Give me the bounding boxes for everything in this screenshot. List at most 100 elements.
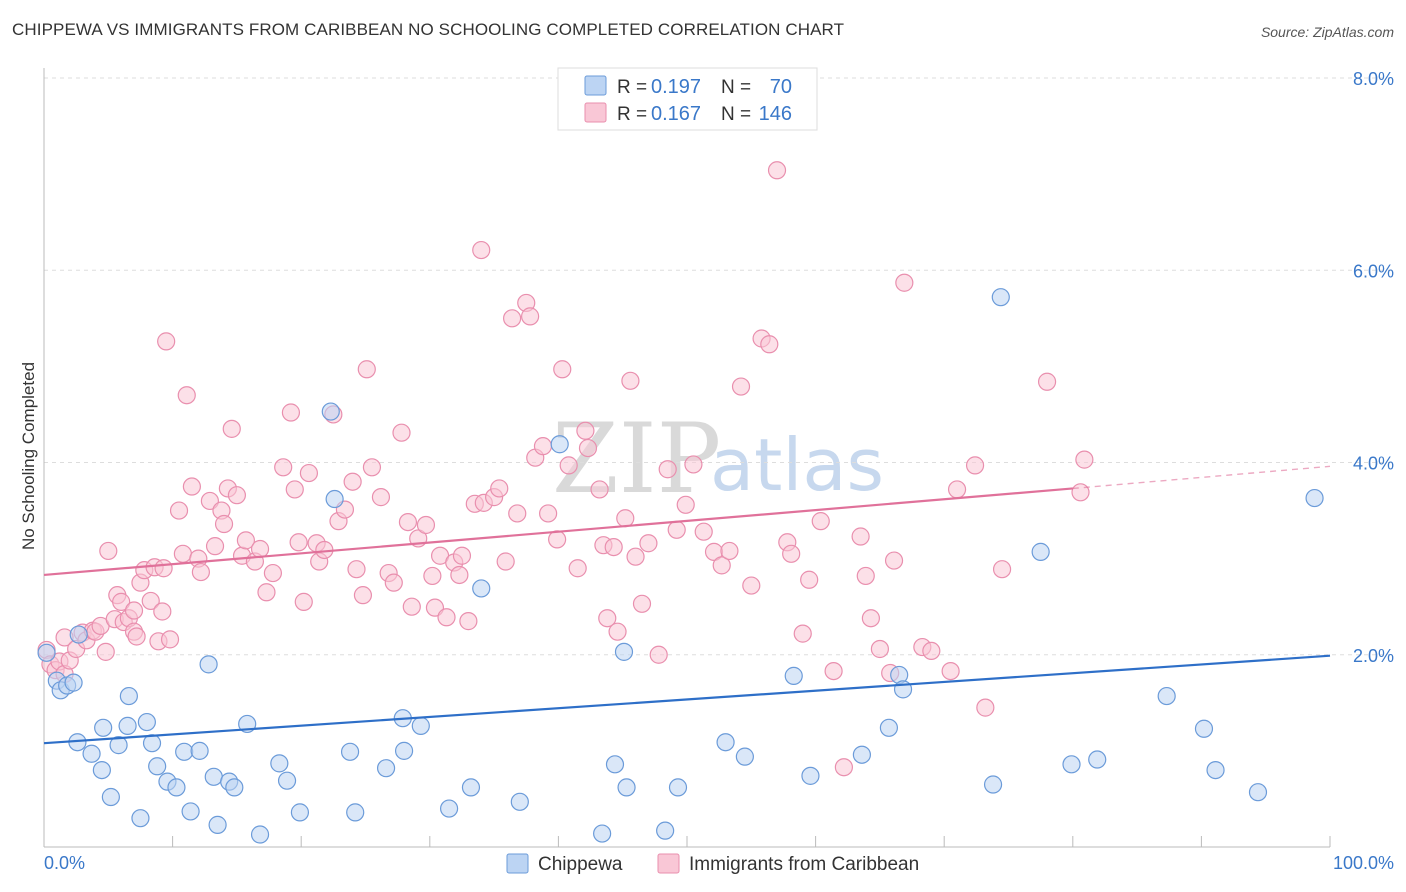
caribbean-point (450, 565, 469, 585)
caribbean-point (423, 566, 442, 586)
caribbean-point (598, 609, 617, 628)
caribbean-point (182, 477, 201, 496)
caribbean-point (824, 661, 843, 681)
caribbean-point (658, 460, 677, 479)
chippewa-point (472, 579, 491, 598)
caribbean-point (712, 556, 731, 575)
caribbean-point (895, 273, 914, 292)
chippewa-point (270, 754, 289, 773)
caribbean-point (127, 627, 146, 646)
caribbean-point (608, 622, 627, 641)
caribbean-point (851, 527, 870, 546)
caribbean-point (496, 552, 515, 571)
chippewa-point (394, 741, 414, 760)
chippewa-point (109, 736, 128, 755)
caribbean-point (343, 472, 362, 491)
caribbean-point (521, 307, 540, 326)
chippewa-point (148, 757, 167, 776)
caribbean-point (621, 371, 640, 390)
caribbean-point (274, 458, 293, 477)
caribbean-point (459, 612, 478, 631)
chippewa-point (1248, 783, 1268, 802)
chippewa-point (510, 792, 529, 811)
legend-swatch-chippewa (584, 75, 607, 96)
caribbean-point (124, 601, 144, 620)
chippewa-point (550, 435, 569, 454)
chippewa-point (614, 642, 634, 661)
caribbean-trend-line (43, 487, 1073, 577)
caribbean-point (141, 591, 160, 611)
caribbean-point (398, 512, 418, 532)
caribbean-point (720, 541, 739, 561)
legend: R = 0.197 N = 70 R = 0.167 N = 146 (557, 67, 818, 131)
y-axis-label: No Schooling Completed (19, 362, 38, 550)
caribbean-point (811, 512, 830, 531)
chippewa-point (411, 716, 430, 735)
caribbean-point (694, 522, 713, 541)
chippewa-point (250, 825, 270, 844)
caribbean-point (834, 758, 853, 777)
watermark-atlas: atlas (710, 423, 884, 507)
chippewa-point (1088, 750, 1107, 769)
x-tick-label-min: 0.0% (44, 853, 85, 873)
caribbean-point (684, 455, 703, 474)
chippewa-point (346, 803, 365, 822)
caribbean-point (782, 544, 801, 563)
chippewa-point (376, 759, 396, 778)
caribbean-point (676, 495, 695, 514)
caribbean-point (177, 386, 196, 405)
caribbean-point (578, 438, 598, 458)
caribbean-point (191, 562, 210, 582)
chippewa-point (137, 712, 156, 732)
legend-r-label-2: R = (617, 104, 647, 125)
caribbean-point (884, 551, 904, 570)
caribbean-point (371, 488, 391, 507)
caribbean-point (742, 576, 761, 595)
caribbean-point (639, 534, 658, 553)
caribbean-point (667, 520, 686, 539)
caribbean-point (922, 641, 941, 661)
y-tick-label: 2.0% (1353, 646, 1394, 666)
chippewa-point (142, 734, 162, 753)
chippewa-point (784, 666, 803, 685)
chippewa-point (461, 778, 481, 797)
legend-r-value-2: 0.167 (651, 103, 701, 125)
chippewa-point (1194, 719, 1214, 738)
y-tick-label: 6.0% (1353, 261, 1394, 281)
bottom-legend-swatch-chippewa (506, 853, 529, 874)
caribbean-point (353, 586, 373, 605)
caribbean-point (169, 501, 189, 520)
caribbean-point (1037, 372, 1057, 391)
caribbean-point (153, 602, 172, 621)
caribbean-point (214, 514, 234, 534)
caribbean-point (576, 421, 595, 440)
caribbean-point (392, 423, 411, 442)
caribbean-point (362, 458, 382, 477)
legend-n-value-2: 146 (759, 103, 792, 125)
caribbean-point (856, 566, 875, 586)
caribbean-point (289, 533, 308, 552)
caribbean-point (539, 504, 558, 523)
chippewa-point (735, 747, 754, 766)
chippewa-point (1305, 488, 1324, 508)
caribbean-point (731, 377, 751, 396)
chippewa-point (617, 778, 636, 797)
chippewa-point (325, 489, 344, 509)
caribbean-point (299, 463, 319, 483)
caribbean-point (508, 504, 527, 523)
bottom-legend-label-caribbean: Immigrants from Caribbean (689, 854, 919, 875)
chippewa-point (94, 718, 113, 737)
chippewa-point (1157, 686, 1176, 706)
caribbean-point (976, 698, 995, 717)
caribbean-point (1071, 483, 1090, 502)
caribbean-point (947, 480, 967, 499)
chippewa-point (656, 821, 675, 840)
chippewa-point (852, 745, 871, 764)
chippewa-point (1206, 760, 1225, 780)
chippewa-point (605, 755, 625, 774)
caribbean-point (357, 360, 376, 379)
caribbean-point (347, 560, 366, 579)
caribbean-point (649, 645, 668, 664)
chippewa-point (37, 643, 56, 662)
chippewa-point (190, 741, 209, 760)
